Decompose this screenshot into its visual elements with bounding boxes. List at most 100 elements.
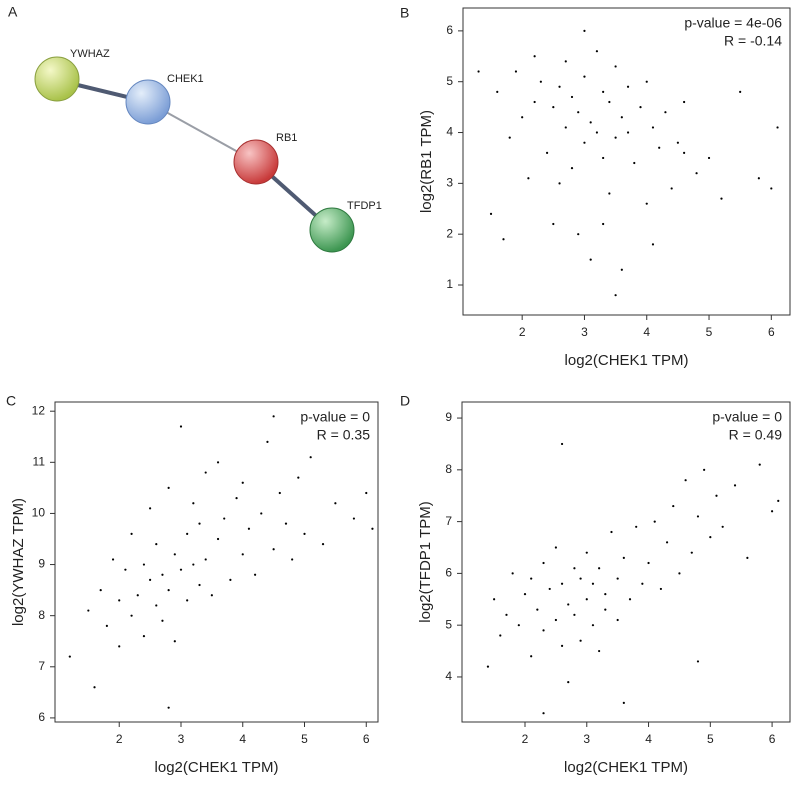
point	[266, 440, 269, 443]
annotation: R = -0.14	[724, 33, 782, 49]
point	[554, 618, 557, 622]
y-tick-label: 6	[38, 710, 45, 724]
scatter-panel: C 2 3 4 5 6 6 7 8 9 10 11 12 log2(CHEK1 TPM) log2(YWHA…	[6, 393, 379, 776]
annotation: p-value = 4e-06	[684, 15, 782, 31]
point	[192, 563, 195, 566]
point	[626, 131, 630, 134]
point	[204, 558, 207, 561]
point	[142, 563, 146, 566]
point	[508, 136, 511, 139]
point	[186, 532, 189, 535]
point	[155, 604, 158, 607]
y-axis-label: log2(RB1 TPM)	[418, 110, 435, 213]
x-tick-label: 4	[645, 732, 652, 746]
panel-letter: D	[400, 393, 410, 409]
annotation: p-value = 0	[712, 409, 782, 425]
point	[493, 598, 496, 601]
y-tick-label: 12	[32, 403, 46, 417]
point	[577, 111, 580, 114]
y-tick-label: 5	[446, 74, 453, 88]
point	[651, 243, 655, 246]
point	[489, 212, 493, 215]
point	[253, 573, 257, 576]
point	[746, 556, 749, 559]
point	[536, 608, 539, 611]
x-tick-label: 3	[178, 732, 185, 746]
point	[633, 161, 636, 165]
point	[161, 619, 164, 622]
y-tick-label: 9	[445, 410, 452, 424]
point	[622, 701, 625, 704]
point	[530, 577, 533, 580]
x-axis-label: log2(CHEK1 TPM)	[564, 759, 688, 776]
point	[659, 587, 663, 591]
point	[651, 126, 655, 129]
point	[130, 532, 133, 535]
point	[111, 558, 115, 561]
point	[595, 50, 599, 53]
x-tick-label: 3	[583, 732, 590, 746]
point	[577, 233, 580, 236]
point	[68, 655, 71, 658]
point	[647, 561, 650, 565]
point	[614, 136, 617, 139]
point	[573, 613, 576, 616]
point	[770, 510, 774, 513]
point	[715, 494, 718, 497]
point	[583, 75, 586, 78]
point	[118, 599, 121, 602]
point	[186, 599, 189, 602]
point	[545, 151, 549, 154]
node	[233, 139, 279, 185]
point	[521, 116, 524, 119]
point	[610, 530, 613, 534]
point	[533, 55, 536, 58]
panel-letter: A	[8, 4, 18, 20]
plot-frame	[462, 7, 791, 316]
point	[579, 577, 582, 580]
point	[579, 639, 582, 642]
network-panel: A YWHAZ CHEK1 RB1 TFDP1	[8, 4, 382, 253]
point	[542, 561, 545, 565]
x-tick-label: 2	[116, 732, 123, 746]
point	[641, 582, 644, 585]
point	[502, 238, 505, 241]
point	[645, 80, 648, 83]
annotation: R = 0.35	[317, 427, 371, 443]
point	[676, 141, 679, 144]
point	[161, 573, 164, 576]
point	[620, 116, 623, 119]
point	[696, 515, 700, 518]
point	[664, 111, 667, 114]
point	[608, 192, 611, 195]
point	[533, 100, 536, 104]
plot-frame	[461, 401, 791, 723]
point	[733, 484, 737, 487]
point	[670, 187, 673, 190]
y-tick-label: 1	[446, 277, 453, 291]
y-tick-label: 9	[38, 557, 45, 571]
x-tick-label: 4	[643, 325, 650, 339]
point	[560, 442, 564, 446]
point	[241, 481, 244, 484]
point	[297, 476, 300, 479]
point	[486, 665, 490, 668]
x-tick-label: 6	[769, 732, 776, 746]
x-tick-label: 4	[239, 732, 246, 746]
point	[527, 177, 530, 180]
point	[614, 65, 617, 68]
point	[558, 85, 561, 88]
point	[598, 567, 601, 570]
point	[776, 126, 779, 129]
y-tick-label: 4	[445, 669, 452, 683]
x-axis-label: log2(CHEK1 TPM)	[155, 759, 279, 776]
point	[635, 525, 638, 528]
point	[604, 608, 607, 611]
point	[198, 522, 201, 525]
panel-letter: B	[400, 5, 409, 21]
point	[192, 502, 195, 505]
point	[560, 582, 564, 585]
point	[567, 681, 570, 684]
point	[558, 182, 561, 185]
point	[284, 522, 288, 525]
